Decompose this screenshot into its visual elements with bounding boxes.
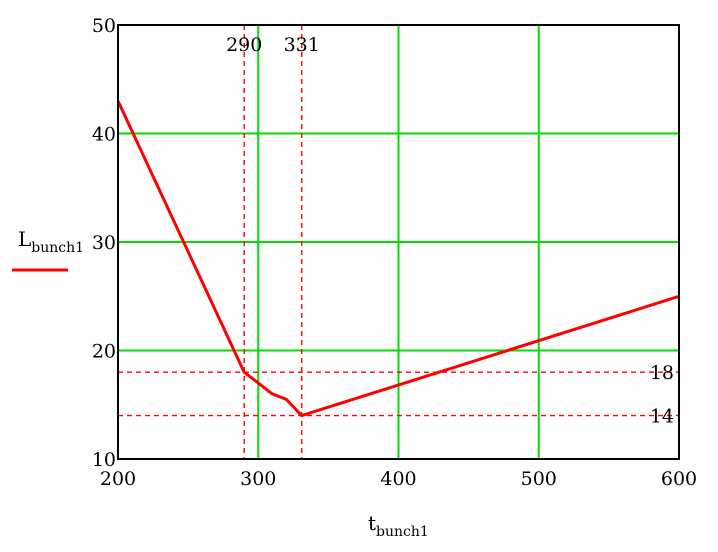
x-tick-label: 500 xyxy=(521,468,557,490)
y-tick-label: 10 xyxy=(92,449,116,471)
x-tick-label: 200 xyxy=(100,468,136,490)
tick-labels: 200 300 400 500 600 10 20 30 40 50 290 331 18 14 xyxy=(92,15,697,490)
y-marker-label: 14 xyxy=(650,406,674,428)
x-marker-label: 331 xyxy=(284,34,320,56)
x-axis-label: tbunch1 xyxy=(368,511,429,540)
y-tick-label: 40 xyxy=(92,124,116,146)
plot-frame xyxy=(117,24,680,460)
y-tick-label: 50 xyxy=(92,15,116,37)
series-line xyxy=(116,100,680,418)
marker-lines xyxy=(118,25,679,459)
x-tick-label: 300 xyxy=(240,468,276,490)
y-tick-label: 30 xyxy=(92,232,116,254)
y-marker-label: 18 xyxy=(650,362,674,384)
x-tick-label: 600 xyxy=(661,468,697,490)
y-tick-label: 20 xyxy=(92,341,116,363)
grid xyxy=(118,25,679,459)
x-marker-label: 290 xyxy=(226,34,262,56)
x-tick-label: 400 xyxy=(380,468,416,490)
series-layer xyxy=(116,100,680,418)
y-axis-label: Lbunch1 xyxy=(18,227,84,256)
